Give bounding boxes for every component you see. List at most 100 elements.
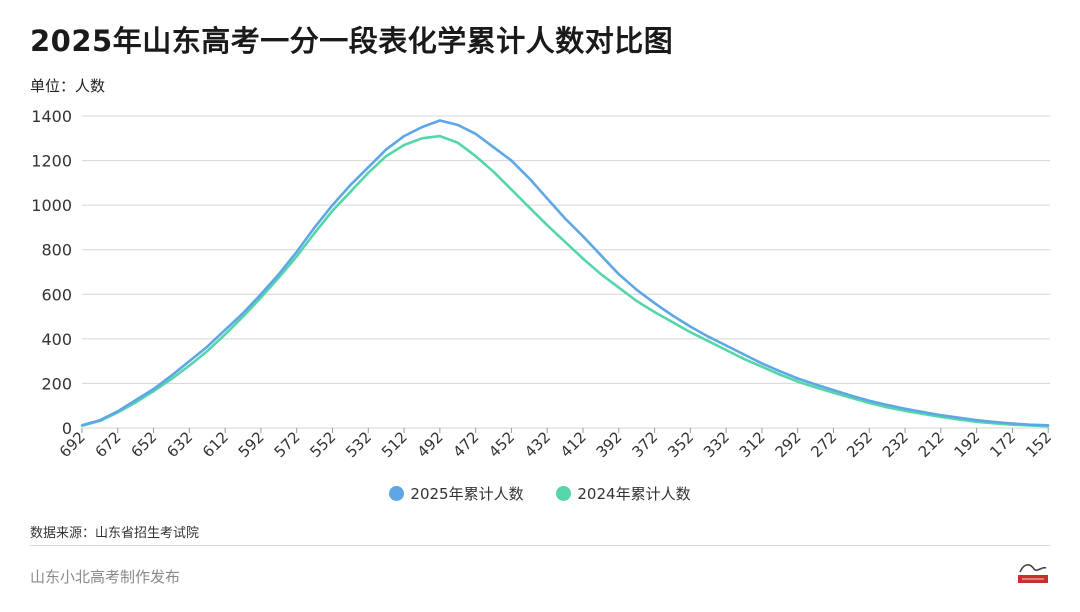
data-point-2024: [617, 286, 620, 289]
data-point-2024: [492, 170, 495, 173]
y-axis-ticks: 0 200 400 600 800 1000 1200 1400: [31, 107, 72, 438]
data-point-2024: [724, 348, 728, 352]
data-point-2024: [671, 320, 674, 324]
x-tick-label: 432: [521, 428, 554, 461]
data-point-2025: [134, 398, 137, 402]
data-point-2025: [223, 328, 227, 332]
chart-title: 2025年山东高考一分一段表化学累计人数对比图: [30, 24, 674, 58]
y-tick-label: 200: [41, 374, 72, 393]
x-tick-label: 452: [485, 428, 518, 461]
data-point-2024: [223, 333, 227, 336]
data-point-2024: [599, 273, 603, 276]
x-tick-label: 192: [950, 428, 983, 461]
x-tick-label: 172: [986, 428, 1019, 461]
data-point-2025: [993, 420, 996, 424]
data-point-2025: [850, 394, 853, 397]
data-point-2024: [170, 377, 173, 381]
data-point-2025: [259, 293, 263, 296]
data-point-2024: [259, 296, 263, 299]
data-point-2024: [832, 391, 835, 394]
legend-marker-2025: [389, 486, 405, 501]
x-tick-label: 492: [414, 428, 447, 461]
x-tick-label: 472: [449, 428, 482, 461]
data-point-2024: [635, 299, 638, 303]
data-point-2025: [438, 119, 442, 122]
data-point-2025: [474, 132, 477, 135]
data-point-2025: [116, 410, 120, 413]
x-tick-label: 252: [843, 428, 876, 461]
data-point-2024: [778, 373, 781, 376]
x-tick-label: 292: [772, 428, 805, 461]
data-point-2024: [313, 231, 316, 235]
data-point-2024: [760, 365, 764, 368]
x-tick-label: 412: [557, 428, 590, 461]
data-point-2025: [689, 325, 692, 328]
x-tick-label: 692: [56, 428, 89, 461]
x-tick-label: 372: [628, 428, 661, 461]
x-axis-ticks: 692 672 652 632 612 592 572 552 532 512 492 472 452 4…: [56, 428, 1055, 461]
y-tick-label: 1000: [31, 196, 72, 215]
data-point-2024: [546, 224, 549, 227]
x-tick-label: 512: [378, 428, 411, 461]
data-point-2024: [707, 339, 710, 343]
x-tick-label: 272: [807, 428, 840, 461]
series-line-2024: [81, 134, 1049, 428]
data-point-2024: [850, 396, 853, 400]
legend-label-2024: 2024年累计人数: [577, 485, 691, 503]
data-point-2025: [295, 250, 298, 254]
legend-item-2024[interactable]: 2024年累计人数: [556, 483, 691, 504]
data-point-2025: [939, 413, 943, 417]
data-point-2025: [832, 388, 835, 392]
x-tick-label: 632: [163, 428, 196, 461]
data-point-2025: [778, 370, 781, 373]
x-tick-label: 232: [879, 428, 912, 461]
legend: 2025年累计人数 2024年累计人数: [0, 483, 1080, 504]
footer-credit: 山东小北高考制作发布: [30, 568, 181, 586]
data-point-2024: [653, 310, 656, 314]
data-point-2025: [563, 217, 567, 220]
data-point-2024: [420, 137, 424, 140]
data-point-2025: [903, 407, 907, 410]
y-tick-label: 600: [41, 285, 72, 304]
x-tick-label: 572: [271, 428, 304, 461]
y-tick-label: 0: [62, 419, 72, 438]
data-point-2025: [1011, 422, 1014, 425]
legend-item-2025[interactable]: 2025年累计人数: [389, 483, 524, 504]
x-tick-label: 592: [235, 428, 268, 461]
x-tick-label: 552: [306, 428, 339, 461]
data-point-2025: [886, 403, 889, 407]
divider: [30, 545, 1050, 546]
data-point-2024: [868, 401, 871, 405]
data-point-2025: [402, 134, 406, 138]
data-point-2025: [98, 419, 102, 422]
data-point-2025: [206, 345, 209, 348]
brand-logo: [1018, 564, 1048, 583]
data-point-2025: [653, 302, 656, 305]
y-tick-label: 800: [41, 241, 72, 260]
x-tick-label: 672: [92, 428, 125, 461]
x-tick-label: 532: [342, 428, 375, 461]
data-point-2025: [420, 125, 424, 129]
x-tick-label: 212: [915, 428, 948, 461]
data-point-2025: [331, 203, 334, 207]
data-point-2025: [385, 148, 388, 151]
data-point-2025: [742, 353, 746, 356]
data-point-2024: [367, 171, 370, 174]
x-tick-label: 612: [199, 428, 232, 461]
data-point-2025: [456, 123, 459, 127]
y-tick-label: 400: [41, 330, 72, 349]
data-point-2024: [385, 154, 388, 158]
data-point-2025: [367, 166, 370, 169]
data-point-2025: [707, 335, 710, 338]
x-tick-label: 312: [736, 428, 769, 461]
data-point-2025: [528, 177, 531, 180]
legend-marker-2024: [556, 486, 572, 501]
legend-label-2025: 2025年累计人数: [410, 485, 524, 503]
data-point-2024: [349, 190, 352, 193]
data-point-2025: [510, 159, 513, 162]
data-point-2025: [1029, 423, 1032, 426]
y-tick-label: 1200: [31, 152, 72, 171]
data-point-2025: [617, 273, 620, 276]
data-point-2025: [671, 314, 674, 317]
data-point-2025: [170, 374, 173, 377]
